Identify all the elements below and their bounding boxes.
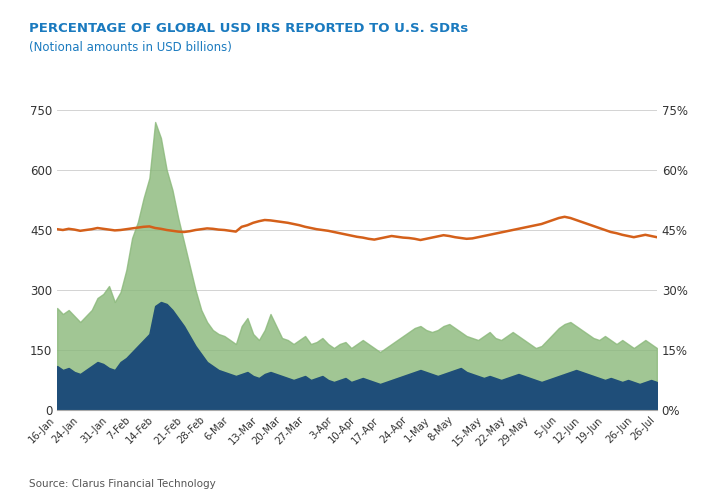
Text: PERCENTAGE OF GLOBAL USD IRS REPORTED TO U.S. SDRs: PERCENTAGE OF GLOBAL USD IRS REPORTED TO…	[29, 22, 468, 36]
Text: Source: Clarus Financial Technology: Source: Clarus Financial Technology	[29, 479, 216, 489]
Text: (Notional amounts in USD billions): (Notional amounts in USD billions)	[29, 41, 231, 54]
